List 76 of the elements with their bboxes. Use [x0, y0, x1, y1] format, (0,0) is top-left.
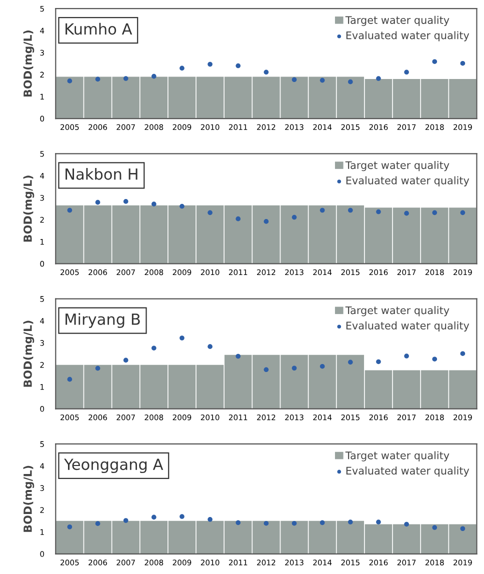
point: [292, 520, 297, 526]
legend-label: Evaluated water quality: [346, 321, 470, 332]
point: [432, 59, 438, 64]
point: [460, 526, 466, 532]
y-axis-title: BOD(mg/L): [23, 320, 34, 387]
point: [264, 70, 269, 75]
point: [236, 354, 241, 359]
point: [180, 336, 184, 340]
legend-label: Evaluated water quality: [346, 31, 470, 42]
point: [404, 210, 409, 216]
point: [432, 210, 438, 216]
point: [376, 359, 381, 364]
point: [67, 524, 72, 530]
point: [236, 520, 241, 526]
annotation: Nakbon H: [66, 168, 138, 180]
point: [152, 202, 156, 206]
point: [320, 364, 325, 369]
point: [123, 358, 128, 363]
legend-label: Evaluated water quality: [346, 466, 470, 477]
point: [460, 351, 466, 356]
annotation: Kumho A: [66, 22, 132, 35]
point: [67, 78, 72, 84]
point: [152, 346, 156, 351]
legend-label: Evaluated water quality: [346, 176, 470, 186]
point: [404, 522, 409, 527]
point: [348, 208, 353, 213]
point: [152, 74, 156, 79]
point: [236, 216, 241, 222]
point: [432, 525, 438, 530]
point: [95, 76, 100, 82]
point: [376, 520, 381, 524]
point: [348, 520, 353, 524]
point: [123, 199, 128, 204]
point: [292, 214, 297, 220]
point: [152, 514, 156, 520]
point: [264, 520, 269, 526]
point: [264, 219, 269, 224]
point: [208, 210, 212, 216]
point: [404, 70, 409, 75]
annotation: Miryang B: [66, 313, 140, 328]
point: [404, 354, 409, 358]
point: [376, 209, 381, 214]
y-axis-title: BOD(mg/L): [23, 30, 34, 97]
y-axis-title: BOD(mg/L): [23, 176, 34, 242]
legend-label: Target water quality: [345, 16, 450, 26]
point: [123, 518, 128, 523]
point: [123, 76, 128, 81]
point: [264, 367, 269, 372]
point: [320, 208, 325, 213]
point: [208, 344, 212, 349]
point: [460, 60, 466, 66]
point: [95, 521, 100, 526]
point: [348, 79, 353, 84]
legend-label: Target water quality: [345, 306, 450, 316]
point: [432, 356, 438, 362]
point: [67, 376, 72, 382]
point: [180, 66, 184, 71]
point: [236, 63, 241, 68]
point: [208, 62, 212, 67]
point: [95, 200, 100, 205]
point: [460, 210, 466, 216]
point: [95, 366, 100, 371]
point: [180, 514, 184, 519]
legend-label: Target water quality: [345, 451, 450, 462]
y-axis-title: BOD(mg/L): [23, 466, 34, 532]
point: [320, 78, 325, 83]
point: [67, 208, 72, 213]
point: [292, 77, 297, 82]
point: [292, 366, 297, 371]
legend-label: Target water quality: [345, 161, 450, 172]
point: [208, 516, 212, 522]
point: [320, 520, 325, 526]
point: [348, 360, 353, 365]
point: [180, 204, 184, 209]
point: [376, 76, 381, 81]
annotation: Yeonggang A: [64, 458, 164, 474]
